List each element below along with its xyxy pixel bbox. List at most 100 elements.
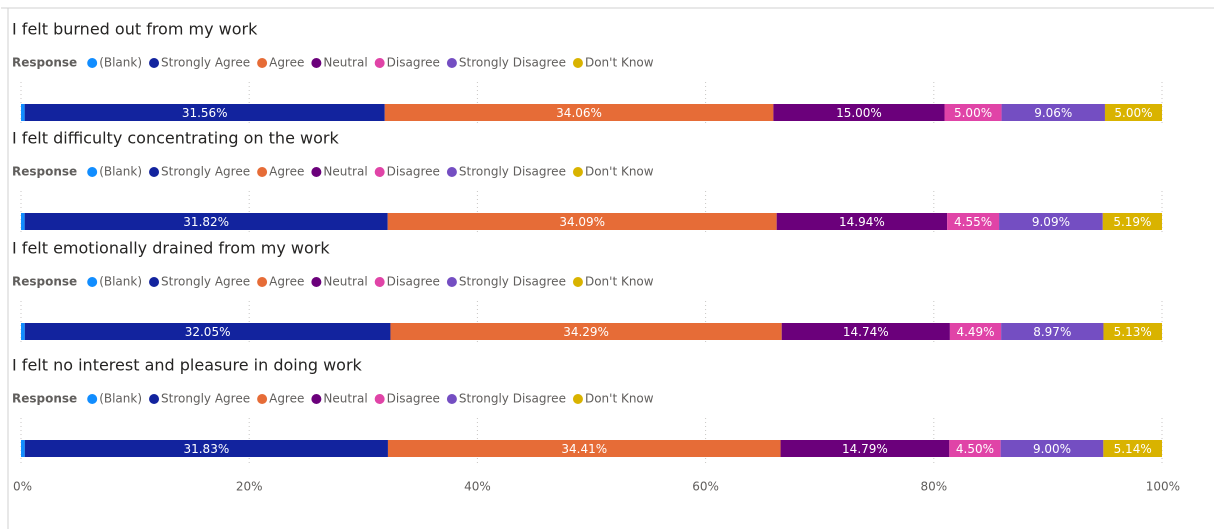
data-label: 31.56% bbox=[182, 106, 228, 120]
legend-label: Disagree bbox=[387, 392, 440, 406]
data-label: 5.14% bbox=[1114, 442, 1152, 456]
data-label: 31.83% bbox=[183, 442, 229, 456]
legend-marker bbox=[311, 394, 322, 404]
legend-label: Agree bbox=[269, 56, 304, 70]
legend-marker bbox=[446, 58, 457, 68]
legend-marker bbox=[311, 167, 322, 177]
legend-label: Strongly Disagree bbox=[459, 275, 566, 289]
legend-label: (Blank) bbox=[99, 275, 142, 289]
chart-title: I felt emotionally drained from my work bbox=[12, 239, 330, 258]
data-label: 5.00% bbox=[1114, 106, 1152, 120]
data-label: 4.50% bbox=[956, 442, 994, 456]
legend-label: Agree bbox=[269, 165, 304, 179]
legend-marker bbox=[257, 394, 268, 404]
data-label: 31.82% bbox=[183, 215, 229, 229]
legend-marker bbox=[257, 58, 268, 68]
data-label: 34.06% bbox=[556, 106, 602, 120]
legend-marker bbox=[149, 277, 160, 287]
data-label: 9.09% bbox=[1032, 215, 1070, 229]
legend-label: Don't Know bbox=[585, 56, 654, 70]
legend-label: Disagree bbox=[387, 165, 440, 179]
chart-title: I felt burned out from my work bbox=[12, 20, 258, 39]
data-label: 5.19% bbox=[1113, 215, 1151, 229]
legend-marker bbox=[572, 167, 583, 177]
legend-label: Don't Know bbox=[585, 275, 654, 289]
bar-segment bbox=[781, 323, 950, 340]
bar-segment bbox=[1103, 440, 1162, 457]
legend-label: Agree bbox=[269, 275, 304, 289]
x-tick-label: 100% bbox=[1146, 480, 1180, 494]
legend-label: Strongly Agree bbox=[161, 392, 250, 406]
bar-segment bbox=[949, 440, 1001, 457]
bar-segment bbox=[21, 323, 25, 340]
data-label: 4.55% bbox=[954, 215, 992, 229]
legend-marker bbox=[311, 277, 322, 287]
bar-segment bbox=[1103, 323, 1162, 340]
x-tick-label: 20% bbox=[236, 480, 263, 494]
x-tick-label: 0% bbox=[13, 480, 32, 494]
legend-label: Strongly Agree bbox=[161, 275, 250, 289]
data-label: 5.00% bbox=[954, 106, 992, 120]
legend-marker bbox=[149, 394, 160, 404]
bar-segment bbox=[21, 213, 25, 230]
bar-segment bbox=[1000, 440, 1104, 457]
bar-segment bbox=[1102, 213, 1162, 230]
data-label: 32.05% bbox=[185, 325, 231, 339]
legend-marker bbox=[374, 167, 385, 177]
data-label: 4.49% bbox=[956, 325, 994, 339]
data-label: 34.09% bbox=[559, 215, 605, 229]
bar-segment bbox=[387, 213, 777, 230]
data-label: 9.00% bbox=[1033, 442, 1071, 456]
legend-label: (Blank) bbox=[99, 56, 142, 70]
bar-segment bbox=[387, 440, 781, 457]
bar-segment bbox=[780, 440, 950, 457]
data-label: 14.74% bbox=[843, 325, 889, 339]
legend-label: Strongly Agree bbox=[161, 56, 250, 70]
legend-marker bbox=[87, 167, 98, 177]
bar-segment bbox=[944, 104, 1002, 121]
data-label: 15.00% bbox=[836, 106, 882, 120]
legend-marker bbox=[374, 277, 385, 287]
legend-marker bbox=[446, 167, 457, 177]
legend-marker bbox=[257, 167, 268, 177]
data-label: 5.13% bbox=[1114, 325, 1152, 339]
legend-marker bbox=[87, 394, 98, 404]
data-label: 14.79% bbox=[842, 442, 888, 456]
x-tick-label: 80% bbox=[920, 480, 947, 494]
legend-label: Agree bbox=[269, 392, 304, 406]
legend-title: Response bbox=[12, 275, 77, 289]
legend-label: Neutral bbox=[323, 56, 367, 70]
bar-segment bbox=[24, 323, 391, 340]
legend-label: Neutral bbox=[323, 392, 367, 406]
data-label: 8.97% bbox=[1033, 325, 1071, 339]
legend-label: Neutral bbox=[323, 275, 367, 289]
legend-label: Disagree bbox=[387, 275, 440, 289]
legend-title: Response bbox=[12, 392, 77, 406]
legend-marker bbox=[374, 394, 385, 404]
legend-label: Strongly Disagree bbox=[459, 56, 566, 70]
bar-segment bbox=[24, 213, 388, 230]
data-label: 34.29% bbox=[563, 325, 609, 339]
bar-segment bbox=[947, 213, 1000, 230]
x-tick-label: 40% bbox=[464, 480, 491, 494]
legend-marker bbox=[257, 277, 268, 287]
chart-title: I felt no interest and pleasure in doing… bbox=[12, 356, 363, 375]
data-label: 34.41% bbox=[561, 442, 607, 456]
bar-segment bbox=[384, 104, 774, 121]
legend-marker bbox=[311, 58, 322, 68]
bar-segment bbox=[390, 323, 782, 340]
legend-label: Don't Know bbox=[585, 392, 654, 406]
legend-label: Strongly Disagree bbox=[459, 392, 566, 406]
legend-label: (Blank) bbox=[99, 165, 142, 179]
legend-marker bbox=[572, 394, 583, 404]
legend-label: Strongly Agree bbox=[161, 165, 250, 179]
bar-segment bbox=[1104, 104, 1162, 121]
data-label: 9.06% bbox=[1034, 106, 1072, 120]
legend-marker bbox=[572, 58, 583, 68]
legend-label: Strongly Disagree bbox=[459, 165, 566, 179]
data-label: 14.94% bbox=[839, 215, 885, 229]
legend-label: (Blank) bbox=[99, 392, 142, 406]
legend-marker bbox=[572, 277, 583, 287]
legend-label: Disagree bbox=[387, 56, 440, 70]
